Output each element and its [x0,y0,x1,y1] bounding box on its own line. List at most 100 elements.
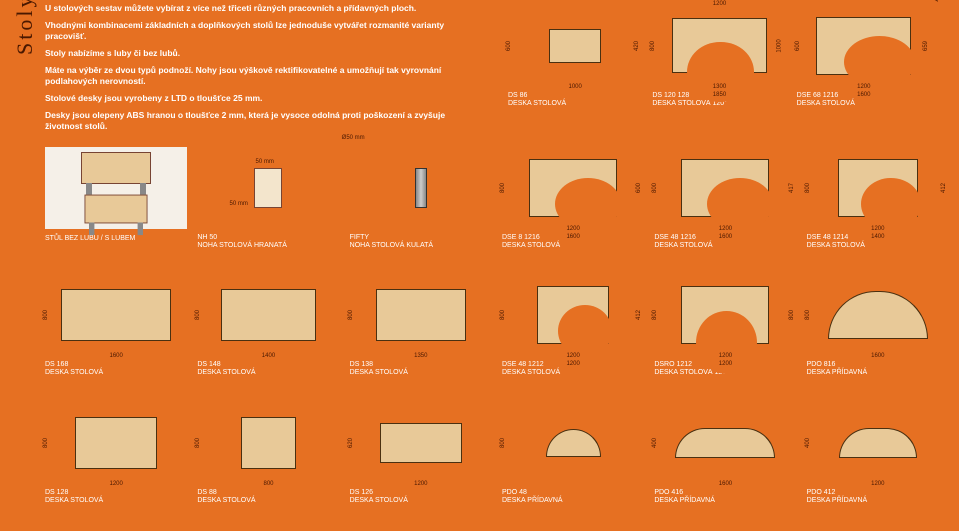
product-caption: PDO 816DESKA PŘÍDAVNÁ [807,361,949,378]
product-thumb: 800 1200 [45,400,187,485]
dimension-label: 1200 [109,481,122,487]
product-caption: PDO 48DESKA PŘÍDAVNÁ [502,489,644,506]
dimension-label: 1350 [414,353,427,359]
dimension-label: 600 [795,40,801,50]
intro-p1: U stolových sestav můžete vybírat z více… [45,3,475,14]
dimension-label: 800 [500,309,506,319]
dimension-label: 412 [941,182,947,192]
dimension-label: 600 [636,182,642,192]
product-caption: DS 148DESKA STOLOVÁ [197,361,339,378]
dimension-label: 800 [43,437,49,447]
dimension-label: 412 [636,309,642,319]
product-thumb: 80012004121400 [807,145,949,230]
product-cell: 80012006001600DSE 8 1216DESKA STOLOVÁ [502,145,644,251]
product-caption: DS 126DESKA STOLOVÁ [350,489,492,506]
intro-p6: Desky jsou olepeny ABS hranou o tloušťce… [45,110,475,132]
dimension-label: 1200 [719,361,732,367]
dimension-label: 800 [500,182,506,192]
product-desc: DESKA STOLOVÁ [350,497,492,505]
dimension-label: 1600 [719,481,732,487]
dimension-label: 600 [506,40,512,50]
product-cell: 8001350DS 138DESKA STOLOVÁ [350,272,492,378]
product-desc: DESKA STOLOVÁ [197,369,339,377]
product-cell: 8001600DS 168DESKA STOLOVÁ [45,272,187,378]
product-caption: PDO 412DESKA PŘÍDAVNÁ [807,489,949,506]
dimension-label: 1200 [871,481,884,487]
dimension-label: 1850 [713,92,726,98]
product-thumb: 8001600 [807,272,949,357]
product-code: STŮL BEZ LUBU / S LUBEM [45,235,187,243]
product-caption: NH 50NOHA STOLOVÁ HRANATÁ [197,234,339,251]
dimension-label: 800 [805,309,811,319]
dimension-label: 1000 [568,84,581,90]
product-thumb: 800 [502,400,644,485]
product-caption: DS 88DESKA STOLOVÁ [197,489,339,506]
product-desc: DESKA PŘÍDAVNÁ [502,497,644,505]
product-caption: DS 168DESKA STOLOVÁ [45,361,187,378]
product-caption: PDO 416DESKA PŘÍDAVNÁ [654,489,796,506]
product-desc: DESKA STOLOVÁ [45,369,187,377]
product-thumb: 80012004171600 [654,145,796,230]
product-cell: 80012004171600DSE 48 1216DESKA STOLOVÁ [654,145,796,251]
dimension-label: 1300 [713,84,726,90]
dimension-label: 800 [650,40,656,50]
dimension-label: 400 [805,437,811,447]
dimension-label: 800 [195,437,201,447]
intro-p2: Vhodnými kombinacemi základních a doplňk… [45,20,475,42]
dimension-label: 1000 [777,39,783,52]
dimension-label: 1200 [713,1,726,7]
product-desc: DESKA STOLOVÁ [807,242,949,250]
product-cell: 8001300100018501200DS 120 128DESKA STOLO… [652,3,786,109]
dimension-label: 659 [923,40,929,50]
dimension-label: 1600 [566,234,579,240]
dimension-label: 800 [195,309,201,319]
product-thumb: Ø50 mm [350,145,492,230]
product-cell: 80012004121200DSE 48 1212DESKA STOLOVÁ [502,272,644,378]
product-thumb: 8001300100018501200 [652,3,786,88]
product-row-1: STŮL BEZ LUBU / S LUBEM 50 mm50 mmNH 50NO… [45,145,949,251]
dimension-label: 1200 [566,361,579,367]
product-cell: 8001600 PDO 816DESKA PŘÍDAVNÁ [807,272,949,378]
product-desc: DESKA STOLOVÁ [45,497,187,505]
product-cell: 800 PDO 48DESKA PŘÍDAVNÁ [502,400,644,506]
dimension-label: 800 [500,437,506,447]
product-desc: NOHA STOLOVÁ HRANATÁ [197,242,339,250]
product-desc: DESKA STOLOVÁ [502,242,644,250]
product-thumb: 800 1400 [197,272,339,357]
product-cell: 50 mm50 mmNH 50NOHA STOLOVÁ HRANATÁ [197,145,339,251]
product-thumb: 6201200 [350,400,492,485]
dimension-label: 1200 [719,226,732,232]
dimension-label: 1400 [262,353,275,359]
product-caption: STŮL BEZ LUBU / S LUBEM [45,235,187,251]
dimension-label: 1200 [857,84,870,90]
dimension-label: 1400 [871,234,884,240]
product-desc: NOHA STOLOVÁ KULATÁ [350,242,492,250]
dimension-label: 1200 [414,481,427,487]
product-desc: DESKA PŘÍDAVNÁ [807,497,949,505]
dimension-label: 1200 [566,353,579,359]
product-cell: 8001200DS 128DESKA STOLOVÁ [45,400,187,506]
dimension-label: 400 [652,437,658,447]
product-caption: FIFTYNOHA STOLOVÁ KULATÁ [350,234,492,251]
dimension-label: 1200 [871,226,884,232]
dimension-label: 1200 [719,353,732,359]
product-cell: 80012004121400DSE 48 1214DESKA STOLOVÁ [807,145,949,251]
product-caption: DS 86DESKA STOLOVÁ [508,92,642,109]
product-desc: DESKA STOLOVÁ [502,369,644,377]
product-desc: DESKA STOLOVÁ [350,369,492,377]
intro-p4: Máte na výběr ze dvou typů podnoží. Nohy… [45,65,475,87]
dimension-label: 800 [805,182,811,192]
product-thumb [45,146,187,231]
dimension-label: 800 [652,309,658,319]
product-cell: 80012008001200DSRO 1212DESKA STOLOVÁ 120… [654,272,796,378]
product-desc: DESKA STOLOVÁ [654,242,796,250]
product-desc: DESKA PŘÍDAVNÁ [654,497,796,505]
dimension-label: 417 [789,182,795,192]
product-cell: 800800DS 88DESKA STOLOVÁ [197,400,339,506]
dimension-label: 1200 [566,226,579,232]
product-thumb: 60012006591600 [797,3,931,88]
product-cell: 6001000420DS 86DESKA STOLOVÁ [508,3,642,109]
product-cell: 400 1200 PDO 412DESKA PŘÍDAVNÁ [807,400,949,506]
product-thumb: 6001000420 [508,3,642,88]
product-cell: 400 1600 PDO 416DESKA PŘÍDAVNÁ [654,400,796,506]
